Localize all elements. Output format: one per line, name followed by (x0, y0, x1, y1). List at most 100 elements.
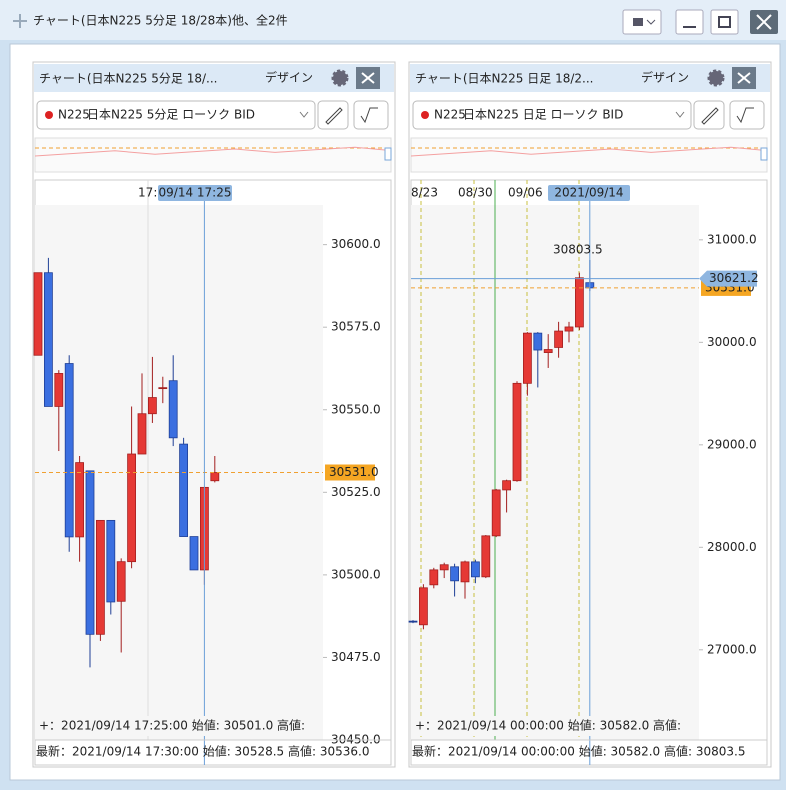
candle-body (460, 561, 470, 583)
candle-body (564, 326, 574, 332)
symbol-code: N225 (58, 108, 90, 122)
overview-chart (34, 137, 392, 173)
panel-title: チャート(日本N225 5分足 18/... (39, 72, 217, 86)
candle-body (127, 453, 136, 563)
candle-body (512, 382, 522, 482)
pencil-icon (701, 107, 719, 125)
crosshair-price-label: 30621.2 (709, 271, 759, 285)
candle-body (481, 535, 491, 578)
candle-body (408, 620, 418, 623)
crosshair-time-label: 09/14 17:25 (159, 186, 232, 200)
symbol-flag (45, 111, 53, 119)
move-icon (13, 14, 27, 28)
x-tick-label: 08/30 (458, 186, 493, 200)
symbol-code: N225 (434, 108, 466, 122)
crosshair-info: +：2021/09/14 17:25:00 始値: 30501.0 高値: (39, 718, 305, 733)
y-tick-label: 30525.0 (331, 485, 381, 499)
panel-close-icon (737, 72, 751, 84)
plot-area (411, 205, 699, 740)
maximize-icon (718, 16, 731, 28)
info-row-bg (36, 716, 322, 736)
y-tick-label: 30575.0 (331, 320, 381, 334)
candle-body (147, 397, 157, 415)
symbol-flag (421, 111, 429, 119)
candle-body (54, 373, 64, 407)
overview-chart (410, 137, 768, 173)
high-price-label: 30803.5 (553, 242, 603, 256)
candle-body (158, 387, 168, 390)
latest-info: 最新：2021/09/14 17:30:00 始値: 30528.5 高値: 3… (36, 744, 369, 759)
window-title: チャート(日本N225 5分足 18/28本)他、全2件 (33, 13, 288, 28)
bid-price-label: 30531.0 (329, 465, 379, 479)
crosshair-time-tag (158, 185, 232, 201)
candle-body (470, 561, 480, 578)
y-tick-label: 30600.0 (331, 237, 381, 251)
minimize-button[interactable] (675, 9, 704, 35)
candle-body (418, 587, 428, 626)
y-tick-label: 31000.0 (707, 232, 757, 246)
y-tick-label: 30500.0 (331, 567, 381, 581)
candle-body (533, 332, 543, 351)
candle-body (210, 472, 220, 482)
chevron (646, 19, 656, 25)
crosshair-info: +：2021/09/14 00:00:00 始値: 30582.0 高値: (415, 718, 681, 733)
candle-body (523, 332, 532, 384)
overview-line (410, 146, 768, 157)
selector-text: 日本N225 日足 ローソク BID (463, 108, 623, 122)
candle-body (116, 561, 126, 602)
crosshair-price-tag (699, 270, 757, 287)
symbol-selector[interactable] (36, 100, 316, 130)
pencil-icon (325, 107, 343, 125)
panel-close-icon (361, 72, 375, 84)
indicator-button[interactable] (353, 100, 389, 130)
candle-body (429, 569, 439, 586)
overview-handle (760, 147, 768, 161)
y-tick-label: 27000.0 (707, 642, 757, 656)
candle-body (543, 349, 553, 353)
overview-handle (384, 147, 392, 161)
candle-body (44, 272, 53, 407)
selector-text: 日本N225 5分足 ローソク BID (87, 108, 255, 122)
candle-body (491, 489, 501, 537)
settings-button[interactable] (707, 69, 725, 87)
candle-body (75, 462, 84, 538)
bid-price-tag (325, 464, 375, 481)
y-tick-label: 30475.0 (331, 650, 381, 664)
y-tick-label: 30000.0 (707, 335, 757, 349)
y-tick-label: 29000.0 (707, 437, 757, 451)
crosshair-time-tag (548, 185, 630, 201)
candle-body (64, 363, 74, 538)
candle-body (168, 380, 178, 439)
candle-body (450, 566, 460, 582)
selector-chevron (299, 111, 309, 118)
design-link[interactable]: デザイン (641, 70, 689, 85)
candle-body (96, 519, 105, 635)
indicator-button[interactable] (729, 100, 765, 130)
design-link[interactable]: デザイン (265, 70, 313, 85)
candle-body (554, 330, 563, 348)
layout-icon (633, 18, 643, 26)
candle-body (575, 277, 584, 328)
candle-body (502, 480, 512, 491)
crosshair-time-label: 2021/09/14 (554, 186, 623, 200)
symbol-selector[interactable] (412, 100, 692, 130)
candle-body (179, 443, 189, 537)
settings-button[interactable] (331, 69, 349, 87)
y-tick-label: 30550.0 (331, 402, 381, 416)
latest-info: 最新：2021/09/14 00:00:00 始値: 30582.0 高値: 3… (412, 744, 745, 759)
close-icon (756, 14, 772, 30)
overview-line (34, 146, 392, 157)
candle-body (106, 519, 116, 603)
maximize-button[interactable] (710, 9, 739, 35)
x-tick-label: 09/06 (508, 186, 543, 200)
selector-chevron (675, 111, 685, 118)
candle-body (439, 564, 449, 571)
candle-body (189, 536, 199, 571)
y-tick-label: 28000.0 (707, 540, 757, 554)
panel-title: チャート(日本N225 日足 18/2... (415, 72, 593, 86)
x-tick-label: 8/23 (411, 186, 438, 200)
candle-body (137, 413, 147, 455)
info-row-bg (412, 716, 698, 736)
candle-body (85, 470, 95, 635)
